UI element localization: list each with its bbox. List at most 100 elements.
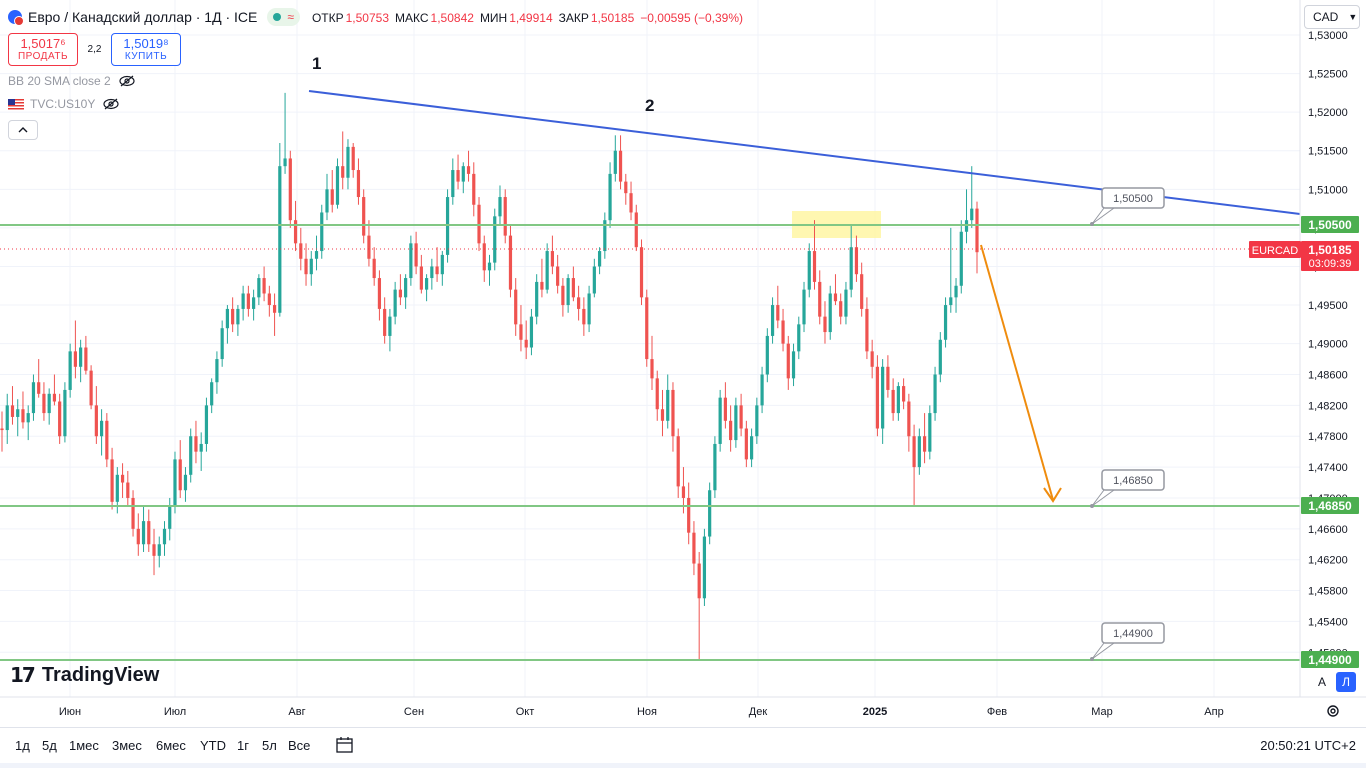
price-tick-label: 1,52500: [1308, 69, 1348, 81]
candle: [236, 305, 240, 336]
candle: [503, 189, 507, 244]
buy-button[interactable]: 1,5019⁸ КУПИТЬ: [111, 33, 181, 66]
candle: [487, 254, 492, 286]
level-callout[interactable]: 1,50500: [1090, 187, 1165, 226]
candle: [220, 320, 224, 367]
range-1m[interactable]: 1мес: [69, 738, 99, 753]
sell-price: 1,5017⁶: [20, 35, 66, 51]
candle: [341, 131, 345, 190]
range-3m[interactable]: 3мес: [112, 738, 142, 753]
candle: [367, 220, 371, 267]
range-all[interactable]: Все: [288, 738, 311, 753]
buy-label: КУПИТЬ: [124, 50, 168, 62]
candle: [912, 424, 916, 506]
forecast-arrow[interactable]: [980, 244, 1062, 503]
clock[interactable]: 20:50:21 UTC+2: [1260, 738, 1356, 753]
candle: [729, 405, 733, 452]
log-scale-button[interactable]: Л: [1336, 672, 1356, 692]
level-callout[interactable]: 1,44900: [1090, 622, 1165, 661]
price-tick-label: 1,46200: [1308, 555, 1348, 567]
candle: [68, 343, 72, 398]
price-axis-bg: [1300, 0, 1366, 697]
candle: [629, 181, 633, 221]
candle: [959, 220, 963, 294]
settings-button[interactable]: [1323, 701, 1343, 721]
candle: [514, 278, 518, 336]
price-tick-label: 1,53000: [1308, 30, 1348, 42]
candle: [938, 332, 942, 383]
level1-badge: [1301, 216, 1359, 233]
price-tick-label: 1,45800: [1308, 586, 1348, 598]
chart-canvas[interactable]: 1 2 1,50500 1,46850 1,44900 1,53000 1,52500…: [0, 0, 1366, 727]
candle: [183, 467, 188, 502]
collapse-legend-button[interactable]: [8, 120, 38, 140]
horizontal-levels[interactable]: [0, 224, 1300, 661]
date-range-button[interactable]: [335, 736, 355, 759]
candle: [493, 208, 497, 271]
candle: [592, 258, 596, 298]
market-open-dot-icon: [273, 13, 282, 21]
range-1y[interactable]: 1г: [237, 738, 249, 753]
time-tick-label: Фев: [987, 706, 1007, 718]
time-axis[interactable]: Июн Июл Авг Сен Окт Ноя Дек 2025 Фев Мар Апр: [59, 706, 1224, 718]
symbol-title[interactable]: Евро / Канадский доллар · 1Д · ICE: [28, 9, 258, 25]
tradingview-logo[interactable]: 17 TradingView: [10, 663, 159, 687]
us-flag-icon: [8, 98, 24, 110]
candle: [204, 397, 209, 452]
candle: [697, 551, 701, 660]
ohlc-high: МАКС 1,50842: [395, 10, 474, 25]
hidden-eye-icon[interactable]: [103, 98, 119, 110]
candle: [577, 285, 581, 321]
range-5d[interactable]: 5д: [42, 738, 57, 753]
candle: [744, 420, 748, 468]
candle: [781, 308, 785, 352]
level-callouts[interactable]: 1,50500 1,46850 1,44900: [1090, 187, 1165, 661]
indicator-bb[interactable]: BB 20 SMA close 2: [8, 74, 135, 88]
indicator-tvc[interactable]: TVC:US10Y: [8, 97, 119, 111]
candle: [136, 513, 140, 556]
candle: [545, 243, 549, 294]
market-status[interactable]: ≈: [267, 8, 300, 26]
last-price-badge: [1301, 241, 1359, 271]
candle: [178, 440, 182, 498]
sell-label: ПРОДАТЬ: [17, 50, 69, 62]
level-callout[interactable]: 1,46850: [1090, 469, 1165, 508]
candle: [267, 285, 271, 317]
candle: [309, 251, 313, 286]
range-1d[interactable]: 1д: [15, 738, 30, 753]
time-tick-label: 2025: [863, 706, 887, 718]
currency-selector[interactable]: CAD ▼: [1304, 5, 1360, 29]
last-price-text: 1,50185: [1308, 243, 1352, 257]
time-tick-label: Окт: [516, 706, 535, 718]
ohlc-open: ОТКР 1,50753: [311, 10, 390, 25]
candle: [257, 274, 261, 306]
candle: [398, 274, 402, 306]
sell-button[interactable]: 1,5017⁶ ПРОДАТЬ: [8, 33, 78, 66]
candle: [482, 235, 486, 282]
level2-badge: [1301, 497, 1359, 514]
candle: [639, 239, 644, 306]
candle: [529, 308, 534, 356]
range-5y[interactable]: 5л: [262, 738, 277, 753]
ohlc-change: −0,00595 (−0,39%): [640, 10, 744, 25]
range-6m[interactable]: 6мес: [156, 738, 186, 753]
candle: [791, 343, 796, 387]
candle: [818, 270, 822, 325]
candle: [776, 285, 780, 329]
candle: [870, 339, 874, 379]
candle: [823, 301, 827, 344]
candle: [346, 139, 350, 190]
range-ytd[interactable]: YTD: [200, 738, 226, 753]
trade-panel: 1,5017⁶ ПРОДАТЬ 2,2 1,5019⁸ КУПИТЬ: [8, 33, 181, 66]
candle: [760, 366, 764, 414]
candle: [655, 370, 659, 421]
level3-badge-text: 1,44900: [1308, 653, 1352, 667]
candle: [881, 359, 885, 444]
candle: [566, 274, 570, 313]
hidden-eye-icon[interactable]: [119, 75, 135, 87]
candle: [970, 166, 974, 228]
auto-scale-button[interactable]: A: [1317, 675, 1326, 689]
candle: [865, 297, 869, 360]
candle: [708, 482, 712, 545]
candle: [99, 409, 104, 456]
